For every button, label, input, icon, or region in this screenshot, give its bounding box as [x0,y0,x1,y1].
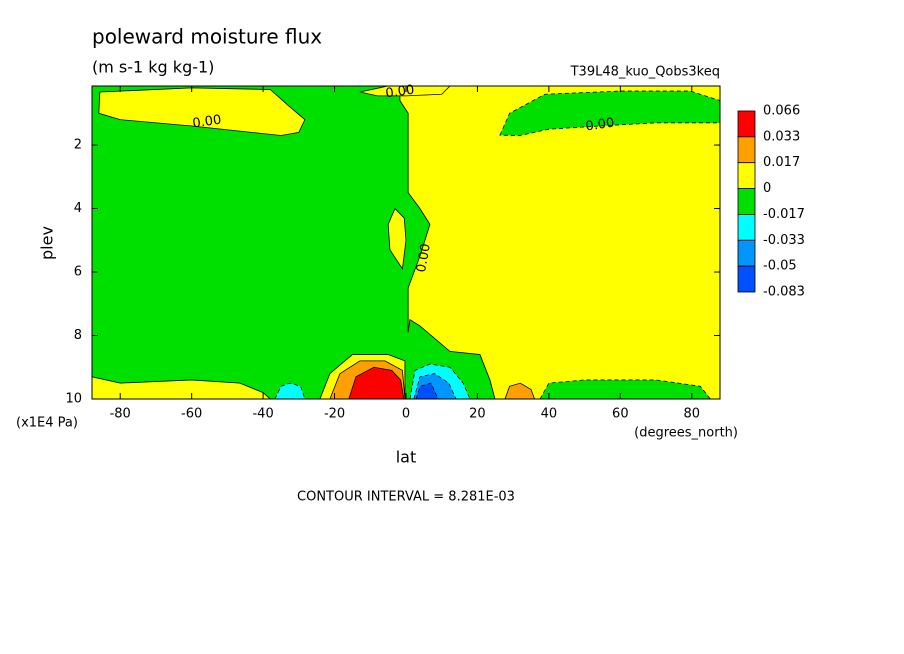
contour-region [348,366,405,399]
y-tick-label: 4 [74,201,82,216]
colorbar-label: -0.017 [763,207,805,222]
contour-region [399,86,720,399]
x-tick-label: -60 [181,407,202,422]
colorbar-swatch [737,136,756,164]
chart-subtitle: (m s-1 kg kg-1) [92,58,214,77]
contour-region [359,86,451,97]
contour-region [387,207,407,270]
colorbar-label: 0.066 [763,104,800,119]
contour-label: 0.00 [385,83,416,102]
y-tick-label: 8 [74,328,82,343]
colorbar-label: 0.033 [763,129,800,144]
x-tick-label: 40 [541,407,558,422]
contour-region [98,87,306,136]
plot-area [92,86,720,399]
x-tick-label: 60 [612,407,629,422]
contour-interval: CONTOUR INTERVAL = 8.281E-03 [297,490,515,505]
x-tick-label: 0 [402,407,410,422]
y-tick-label: 2 [74,138,82,153]
contour-label: 0.00 [192,113,223,132]
colorbar-label: -0.083 [763,285,805,300]
contour-region [539,379,711,399]
contour-region [504,382,536,399]
colorbar-swatch [737,239,756,267]
dataset-label: T39L48_kuo_Qobs3keq [570,65,720,80]
contour-label: 0.00 [414,242,434,273]
colorbar-label: 0 [763,181,771,196]
colorbar-swatch [737,214,756,241]
y-tick-label: 10 [65,392,82,407]
colorbar-swatch [737,188,756,215]
colorbar-label: 0.017 [763,155,800,170]
x-tick-label: 20 [469,407,486,422]
colorbar-swatch [737,265,756,293]
contour-label: 0.00 [585,116,616,135]
contour-region [92,376,271,399]
colorbar-swatch [737,162,756,189]
x-tick-label: -20 [324,407,345,422]
y-units: (x1E4 Pa) [16,416,78,431]
x-tick-label: -80 [110,407,131,422]
chart-title: poleward moisture flux [92,25,322,49]
x-tick-label: 80 [684,407,701,422]
x-units: (degrees_north) [634,426,738,441]
colorbar-label: -0.05 [763,259,797,274]
y-axis-label: plev [38,226,57,260]
x-axis-label: lat [396,448,417,467]
x-tick-label: -40 [252,407,273,422]
contour-region [274,382,306,399]
colorbar-swatch [737,110,756,138]
contour-region [499,90,720,136]
y-tick-label: 6 [74,265,82,280]
contour-region [415,382,439,399]
colorbar-label: -0.033 [763,233,805,248]
